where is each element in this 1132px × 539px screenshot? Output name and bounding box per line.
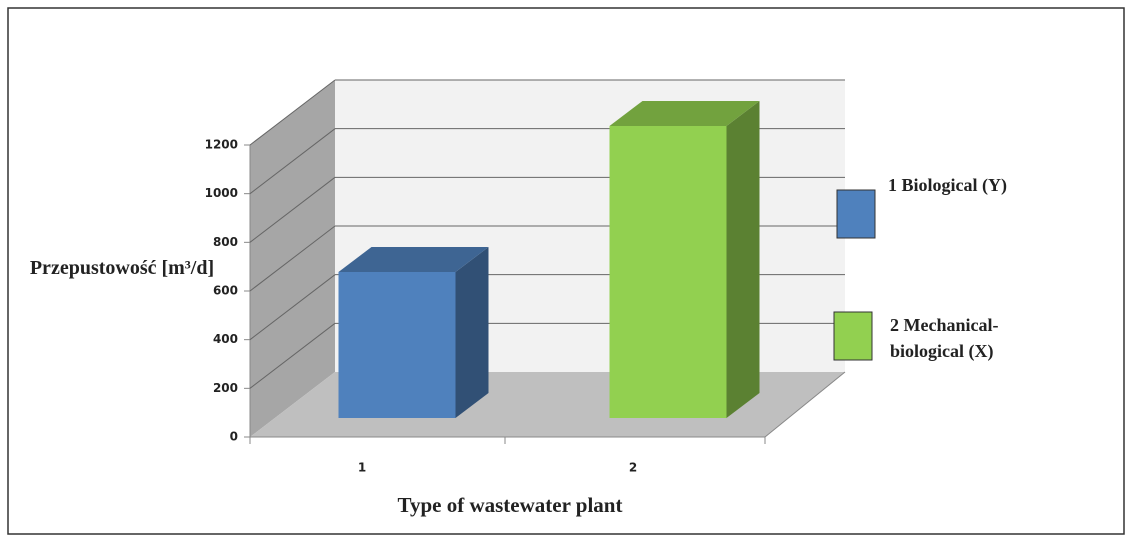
grid-line bbox=[249, 322, 336, 389]
legend-swatch bbox=[836, 189, 876, 239]
x-tick-label: 1 bbox=[358, 461, 366, 475]
x-tick-label: 2 bbox=[629, 461, 637, 475]
bar-side bbox=[726, 101, 760, 418]
y-tick-label: 1000 bbox=[205, 186, 238, 200]
x-axis-label: Type of wastewater plant bbox=[397, 493, 623, 517]
bar-top bbox=[338, 247, 489, 272]
bar bbox=[338, 272, 456, 418]
bar bbox=[609, 126, 727, 418]
bar-top bbox=[609, 101, 760, 126]
grid-line bbox=[249, 79, 336, 146]
legend-swatch bbox=[833, 311, 873, 361]
grid-line bbox=[249, 274, 336, 341]
bar-side bbox=[455, 247, 489, 418]
floor-edge bbox=[764, 371, 846, 438]
y-tick-label: 400 bbox=[213, 332, 238, 346]
y-tick-label: 200 bbox=[213, 381, 238, 395]
legend-label: 1 Biological (Y) bbox=[888, 175, 1007, 195]
grid-line bbox=[249, 225, 336, 292]
y-tick-label: 1200 bbox=[205, 138, 238, 152]
y-tick-label: 800 bbox=[213, 235, 238, 249]
grid-line bbox=[249, 176, 336, 243]
y-tick-label: 600 bbox=[213, 284, 238, 298]
legend-label: 2 Mechanical-biological (X) bbox=[890, 315, 999, 361]
y-tick-label: 0 bbox=[230, 430, 238, 444]
y-axis-label: Przepustowość [m³/d] bbox=[29, 257, 215, 279]
grid-line bbox=[249, 128, 336, 195]
